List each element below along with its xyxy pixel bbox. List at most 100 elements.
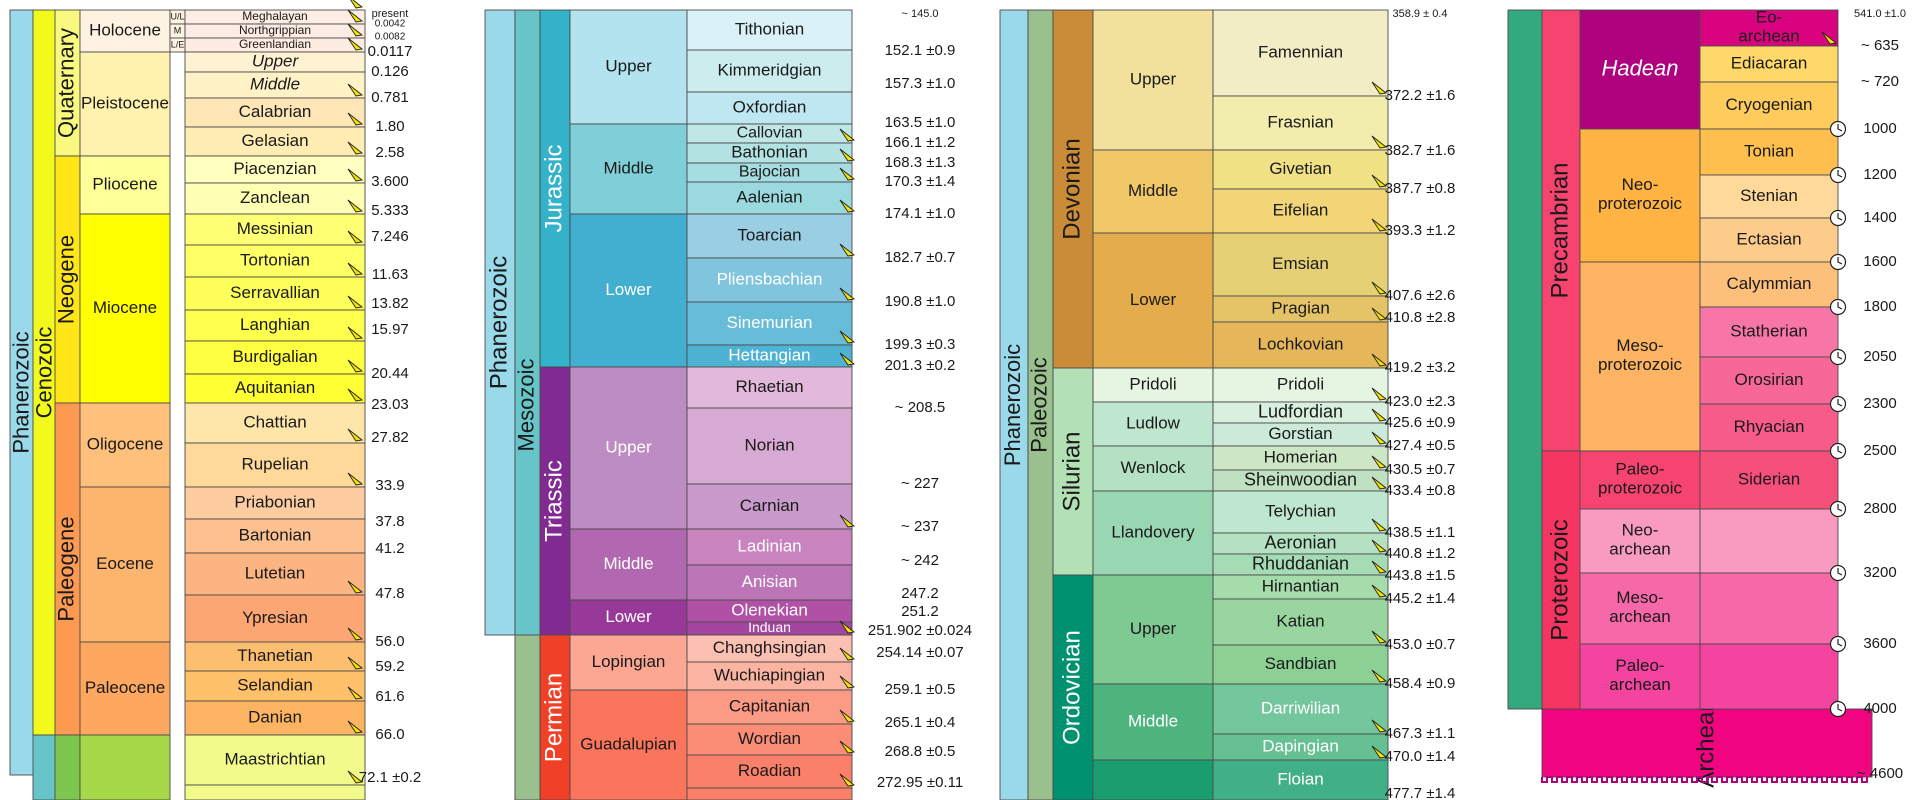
age-tick-label: ~ 208.5 — [895, 399, 945, 416]
gssa-clock-icon — [1829, 700, 1847, 718]
cell-jurassic: Jurassic — [539, 9, 571, 368]
age-tick-label: 23.03 — [371, 396, 409, 413]
gssp-spike-icon — [839, 773, 856, 787]
cell-chattian: Chattian — [184, 402, 366, 444]
cell-rect — [686, 528, 853, 566]
cell-rect — [79, 734, 171, 800]
cell-rect — [1699, 217, 1839, 263]
cell-rect — [1699, 81, 1839, 130]
cell-rect — [184, 71, 366, 99]
cell-label: Lochkovian — [1257, 334, 1343, 353]
cell-lower: Lower — [569, 599, 688, 636]
cell-label: Sandbian — [1265, 654, 1337, 673]
cell-lochkovian: Lochkovian — [1212, 321, 1389, 369]
age-tick-label: 407.6 ±2.6 — [1385, 287, 1456, 304]
cell-label: Meghalayan — [242, 9, 307, 23]
cell-label: Frasnian — [1267, 112, 1333, 131]
cell-rect — [184, 309, 366, 342]
age-tick-label: 467.3 ±1.1 — [1385, 725, 1456, 742]
age-tick-label: ~ 720 — [1861, 73, 1899, 90]
gssp-spike-icon — [1371, 630, 1388, 644]
cell-permian: Permian — [539, 634, 571, 800]
cell-rect — [1092, 490, 1214, 576]
age-tick-label: 387.7 ±0.8 — [1385, 180, 1456, 197]
age-tick-label: 443.8 ±1.5 — [1385, 567, 1456, 584]
age-tick-label: 410.8 ±2.8 — [1385, 309, 1456, 326]
cell-rect — [1699, 9, 1839, 47]
cell-rect — [569, 123, 688, 215]
age-tick-label: 272.95 ±0.11 — [877, 774, 963, 791]
cell-rect — [79, 641, 171, 736]
cell-rect — [79, 51, 171, 157]
age-tick-label: 393.3 ±1.2 — [1385, 222, 1456, 239]
cell-rect — [1092, 149, 1214, 234]
cell-rect — [686, 366, 853, 409]
gssp-spike-icon — [839, 243, 856, 257]
cell-rect — [184, 641, 366, 672]
cell-ludfordian: Ludfordian — [1212, 401, 1389, 424]
cell-rect — [686, 213, 853, 259]
cell-bathonian: Bathonian — [686, 142, 853, 164]
cell-aquitanian: Aquitanian — [184, 373, 366, 404]
gssp-spike-icon — [347, 295, 364, 309]
cell-rect — [184, 486, 366, 520]
cell-label: Cenozoic — [31, 327, 56, 419]
age-tick-label: 11.63 — [372, 266, 408, 283]
cell-label: Pridoli — [1277, 374, 1324, 393]
cell-label: Upper — [252, 51, 300, 70]
cell-blank — [1507, 9, 1543, 710]
cell-label: Calabrian — [239, 102, 312, 121]
cell-label: Carnian — [740, 496, 800, 515]
cell-stenian: Stenian — [1699, 174, 1839, 219]
gssp-spike-icon — [347, 37, 364, 51]
gssp-spike-icon — [347, 770, 364, 784]
age-tick-label: 170.3 ±1.4 — [885, 173, 956, 190]
cell-label: L/E — [171, 39, 185, 49]
cell-label: Givetian — [1269, 159, 1331, 178]
age-tick-label: 163.5 ±1.0 — [885, 114, 956, 131]
cell-lower: Lower — [569, 213, 688, 368]
cell-ludlow: Ludlow — [1092, 401, 1214, 447]
cell-label: Zanclean — [240, 188, 310, 207]
cell-neo-archean: Neo-archean — [1579, 508, 1701, 574]
cell-blank — [1092, 759, 1214, 800]
cell-guadalupian: Guadalupian — [569, 689, 688, 800]
cell-rect — [569, 599, 688, 636]
cell-gelasian: Gelasian — [184, 126, 366, 157]
cell-rhaetian: Rhaetian — [686, 366, 853, 409]
cell-rect — [1212, 644, 1389, 685]
age-tick-label: ~ 4600 — [1857, 765, 1903, 782]
age-tick-label: 2050 — [1863, 348, 1896, 365]
cell-pragian: Pragian — [1212, 295, 1389, 323]
cell-rect — [514, 634, 541, 800]
gssa-clock-icon — [1829, 395, 1847, 413]
cell-danian: Danian — [184, 700, 366, 736]
cell-paleozoic: Paleozoic — [1026, 9, 1054, 800]
cell-label: Sinemurian — [727, 313, 813, 332]
cell-blank — [1699, 572, 1839, 645]
cell-label: Pragian — [1271, 298, 1330, 317]
age-tick-label: 182.7 ±0.7 — [885, 249, 956, 266]
cell-rect — [1699, 261, 1839, 308]
age-tick-label: 445.2 ±1.4 — [1385, 590, 1456, 607]
age-tick-label: ~ 635 — [1861, 37, 1899, 54]
gssp-spike-icon — [1371, 81, 1388, 95]
age-tick-label: 265.1 ±0.4 — [885, 714, 956, 731]
cell-blank — [1699, 643, 1839, 710]
cell-rhuddanian: Rhuddanian — [1212, 553, 1389, 576]
cell-label: Induan — [748, 619, 791, 635]
cell-roadian: Roadian — [686, 754, 853, 789]
cell-label: Mesozoic — [513, 359, 538, 452]
cell-label: Piacenzian — [233, 159, 316, 178]
cell-label: Eocene — [96, 554, 154, 573]
age-tick-label: present — [372, 8, 409, 20]
cell-label: Statherian — [1730, 321, 1808, 340]
cell-rect — [184, 442, 366, 488]
cell-rect — [184, 734, 366, 786]
cell-rect — [686, 689, 853, 725]
age-tick-label: 20.44 — [371, 365, 409, 382]
cell-rect — [686, 723, 853, 756]
cell-rect — [569, 366, 688, 530]
age-tick-label: 1400 — [1863, 209, 1896, 226]
